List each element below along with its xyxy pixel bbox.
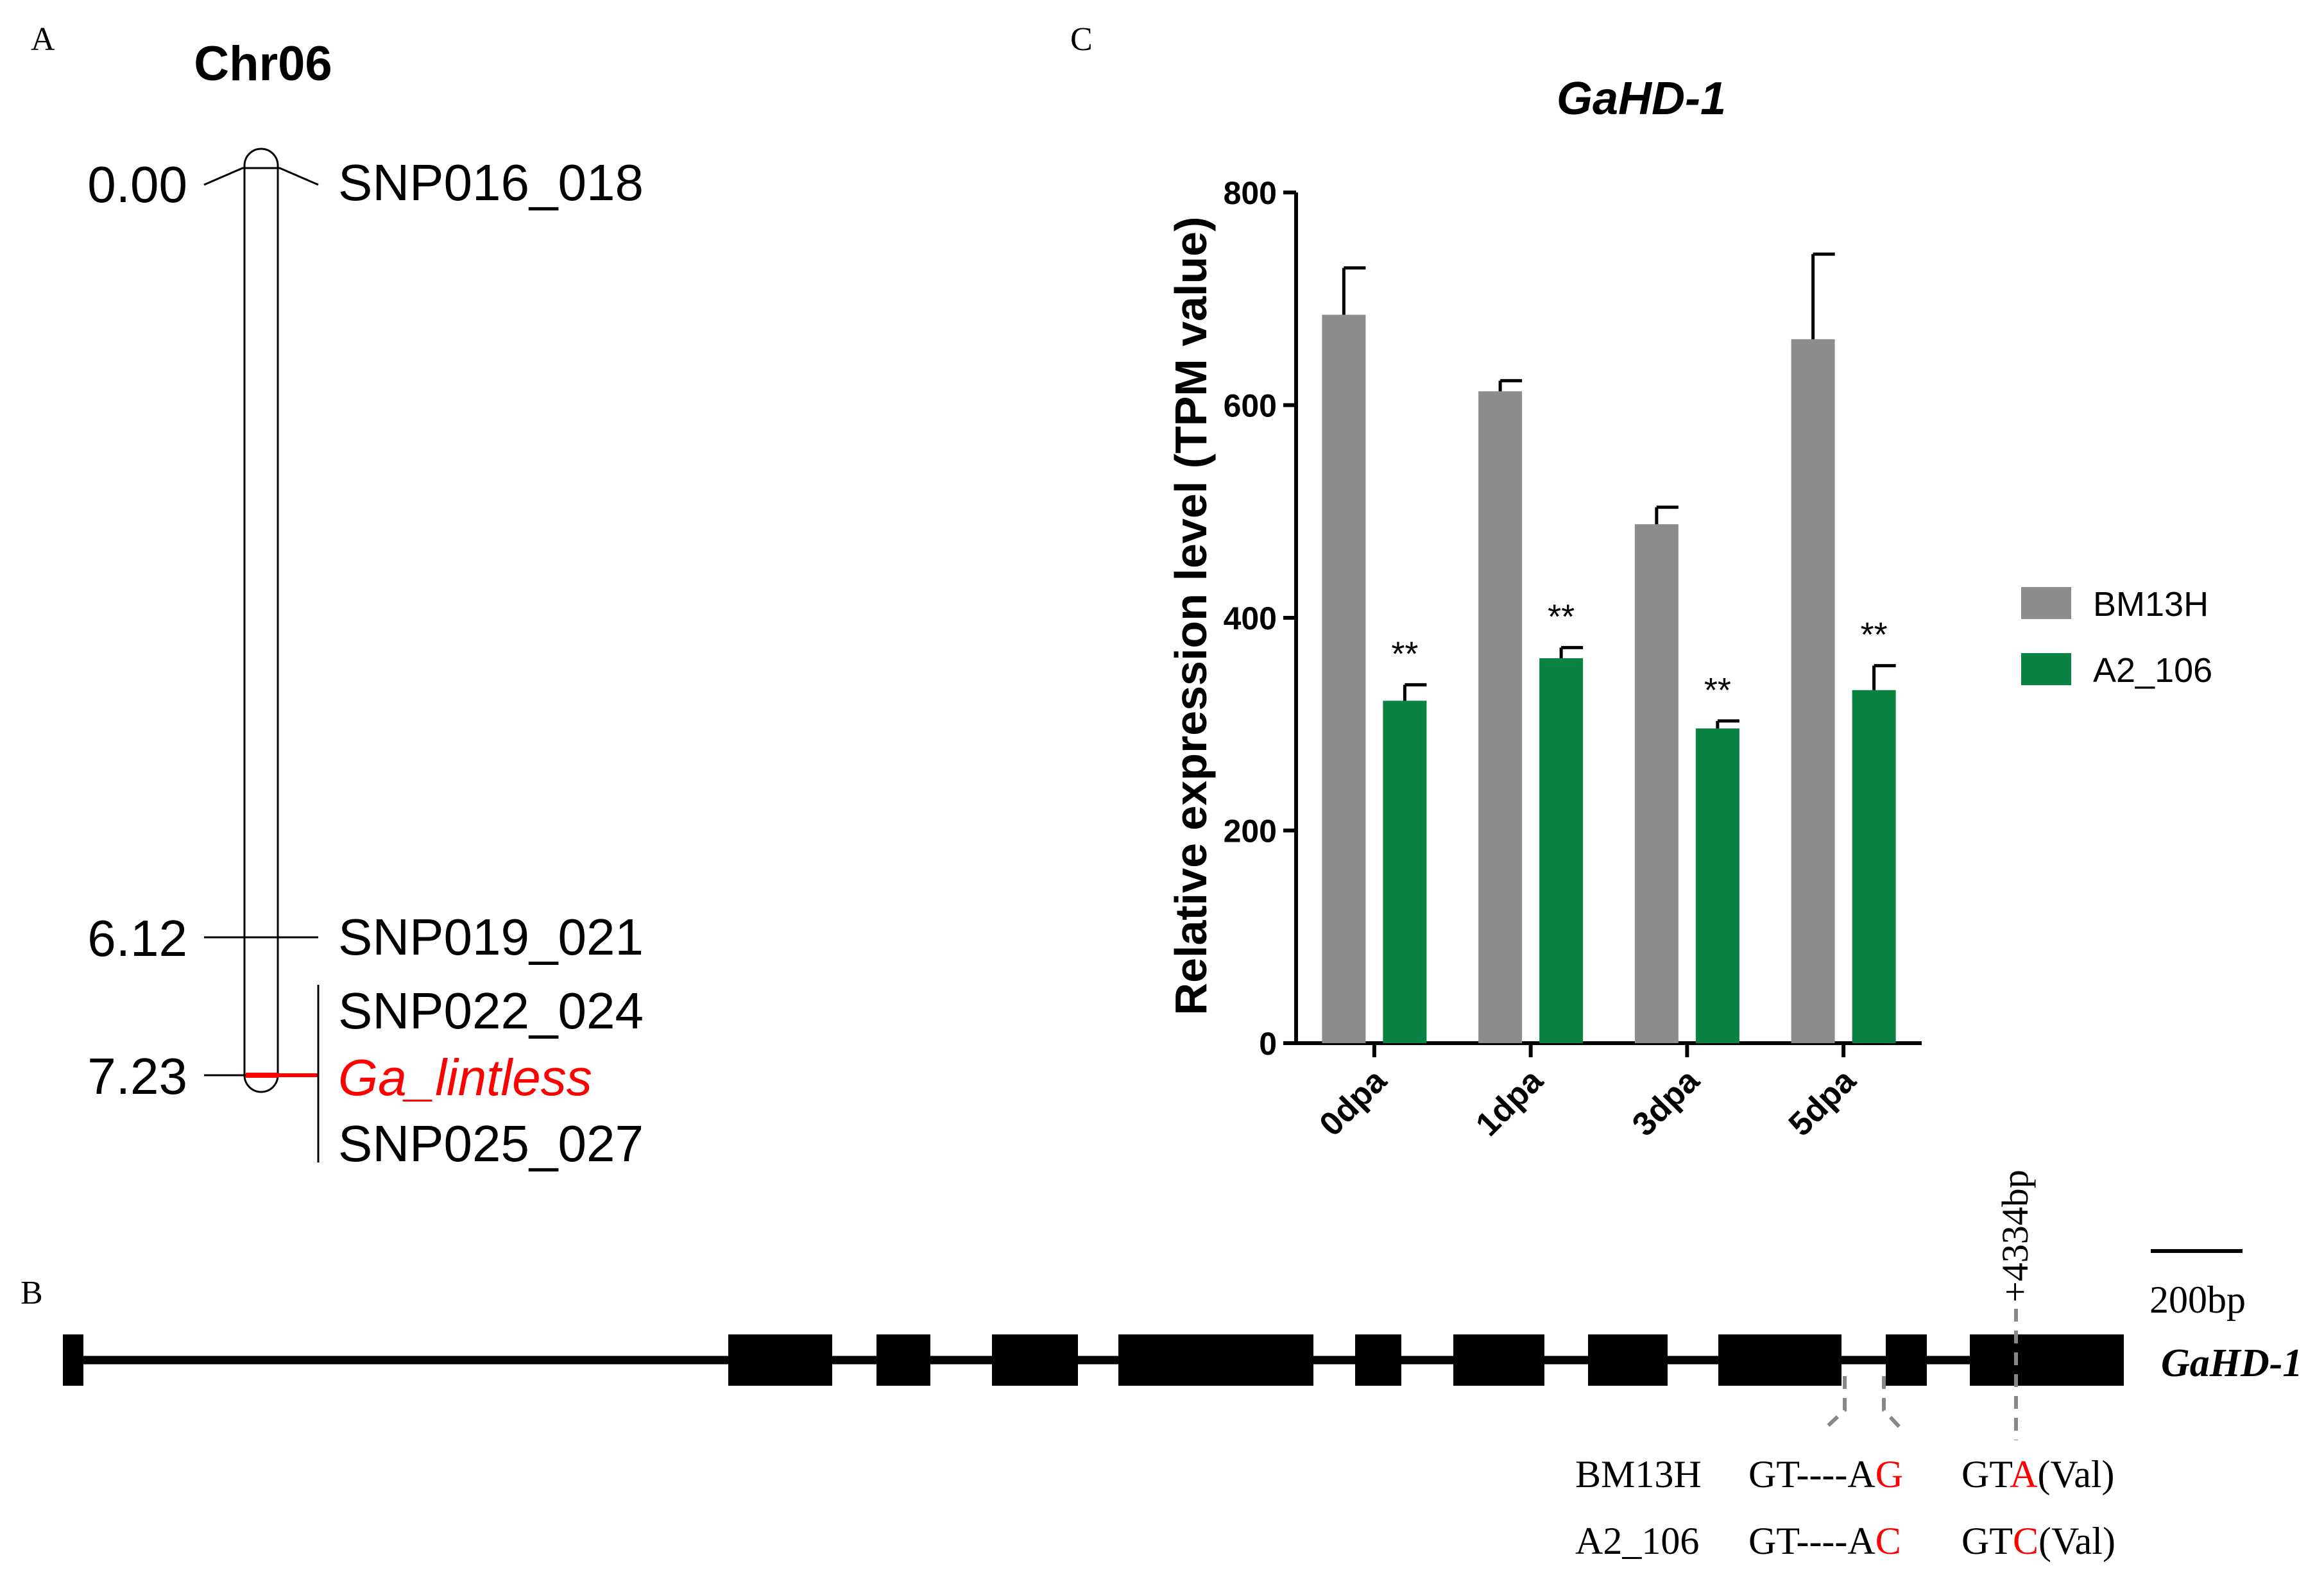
bar-bm13h: [1322, 314, 1366, 1043]
exon: [1970, 1334, 2124, 1386]
chart-title: GaHD-1: [1557, 73, 1726, 124]
legend-swatch-bm13h: [2021, 587, 2071, 619]
x-tick-label: 5dpa: [1782, 1062, 1864, 1144]
legend-label-bm13h: BM13H: [2093, 585, 2209, 624]
exon: [1355, 1334, 1401, 1386]
y-tick-label: 400: [1224, 600, 1277, 636]
bar-bm13h: [1634, 524, 1679, 1043]
panel-label-c: C: [1070, 21, 1093, 58]
panel-b: B 200bp GaHD-1 +4334bp BM13H GT----AG GT…: [21, 1170, 2302, 1562]
x-tick-label: 0dpa: [1313, 1062, 1395, 1144]
sequence-line-name: A2_106: [1575, 1520, 1699, 1562]
y-axis-label: Relative expression level (TPM value): [1166, 217, 1216, 1016]
y-tick-label: 0: [1259, 1026, 1277, 1062]
exon: [1118, 1334, 1313, 1386]
bar-a2-106: [1383, 701, 1427, 1043]
x-tick-label: 3dpa: [1625, 1062, 1707, 1144]
marker-label: SNP019_021: [338, 908, 644, 966]
splice-leader-line: [1882, 1376, 1902, 1430]
exon: [1718, 1334, 1841, 1386]
legend-swatch-a2-106: [2021, 653, 2071, 685]
significance-mark: **: [1548, 597, 1575, 636]
position-marker-label: +4334bp: [1994, 1170, 2036, 1302]
scale-label: 200bp: [2149, 1279, 2246, 1321]
y-tick-label: 200: [1224, 813, 1277, 849]
bar-bm13h: [1478, 391, 1523, 1043]
marker-connector: [203, 167, 319, 186]
position-label: 6.12: [87, 910, 187, 967]
bar-chart: 0 200 400 600 800 ** 0dpa ** 1dpa ** 3dpa ** 5dpa: [1224, 175, 1922, 1143]
legend: BM13H A2_106: [2021, 585, 2212, 690]
exon: [1453, 1334, 1544, 1386]
significance-mark: **: [1861, 616, 1888, 654]
panel-label-a: A: [31, 21, 55, 58]
exon: [728, 1334, 832, 1386]
marker-label: SNP025_027: [338, 1115, 644, 1172]
bar-a2-106: [1695, 728, 1739, 1043]
bar-a2-106: [1852, 690, 1896, 1043]
y-tick-label: 600: [1224, 388, 1277, 424]
codon-sequence: GTA(Val): [1961, 1453, 2114, 1495]
splice-leader-line: [1824, 1376, 1847, 1430]
marker-label: SNP022_024: [338, 982, 644, 1039]
panel-a: A Chr06 0.00 6.12 7.23 SNP016_018 SNP019…: [31, 21, 644, 1172]
gene-name-label: GaHD-1: [2161, 1341, 2302, 1385]
exon: [1886, 1334, 1927, 1386]
exon: [1588, 1334, 1668, 1386]
bar-a2-106: [1539, 658, 1584, 1043]
panel-c: C GaHD-1 Relative expression level (TPM …: [1070, 21, 2212, 1143]
codon-sequence: GTC(Val): [1961, 1520, 2115, 1562]
chromosome-title: Chr06: [194, 37, 332, 91]
y-tick-label: 800: [1224, 175, 1277, 211]
significance-mark: **: [1704, 671, 1731, 710]
splice-site-sequence: GT----AG: [1748, 1453, 1903, 1495]
marker-label: SNP016_018: [338, 154, 644, 211]
x-tick-label: 1dpa: [1469, 1062, 1551, 1144]
exon: [876, 1334, 930, 1386]
sequence-line-name: BM13H: [1575, 1453, 1702, 1495]
panel-label-b: B: [21, 1275, 43, 1311]
bar-bm13h: [1791, 339, 1835, 1043]
chromosome-bar: [243, 148, 279, 1093]
exon: [63, 1334, 83, 1386]
splice-site-sequence: GT----AC: [1748, 1520, 1901, 1562]
position-label: 0.00: [87, 156, 187, 213]
legend-label-a2-106: A2_106: [2093, 651, 2212, 690]
position-label: 7.23: [87, 1048, 187, 1105]
significance-mark: **: [1391, 634, 1418, 673]
target-gene-label: Ga_lintless: [338, 1049, 592, 1106]
exon: [992, 1334, 1078, 1386]
